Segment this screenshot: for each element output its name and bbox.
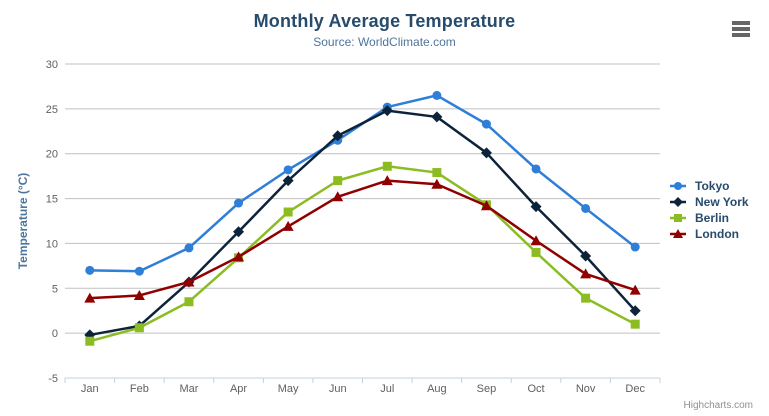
y-axis-label: 30 — [46, 59, 58, 71]
data-point-marker[interactable] — [580, 250, 592, 262]
data-point-marker[interactable] — [282, 175, 294, 187]
y-axis-label: 10 — [46, 238, 58, 250]
series-berlin — [85, 161, 640, 346]
data-point-marker[interactable] — [432, 90, 442, 100]
data-point-marker[interactable] — [333, 176, 343, 186]
x-axis-label: Apr — [230, 383, 247, 395]
data-point-marker[interactable] — [629, 305, 641, 317]
data-point-marker[interactable] — [134, 323, 144, 333]
data-point-marker[interactable] — [531, 164, 541, 174]
data-point-marker[interactable] — [382, 161, 392, 171]
y-axis-label: 0 — [52, 328, 58, 340]
data-point-marker[interactable] — [630, 319, 640, 329]
data-point-marker[interactable] — [85, 336, 95, 346]
data-point-marker[interactable] — [481, 119, 491, 129]
data-point-marker[interactable] — [630, 242, 640, 252]
hamburger-icon — [732, 27, 750, 31]
y-axis-label: -5 — [48, 373, 58, 385]
series-line — [88, 109, 637, 337]
series-line — [88, 179, 637, 300]
legend-item-tokyo[interactable]: Tokyo — [670, 178, 749, 194]
data-point-marker[interactable] — [581, 293, 591, 303]
legend-item-label: Tokyo — [695, 179, 730, 193]
data-point-marker[interactable] — [629, 284, 641, 295]
legend-item-label: New York — [695, 195, 749, 209]
diamond-marker — [673, 197, 683, 207]
data-point-marker[interactable] — [381, 175, 393, 186]
data-point-marker[interactable] — [283, 207, 293, 217]
hamburger-icon — [732, 21, 750, 25]
y-axis-label: 25 — [46, 104, 58, 116]
data-point-marker[interactable] — [184, 297, 194, 307]
data-point-marker[interactable] — [480, 147, 492, 159]
legend-item-berlin[interactable]: Berlin — [670, 210, 749, 226]
y-axis-label: 5 — [52, 283, 58, 295]
x-axis-label: Jun — [329, 383, 347, 395]
legend-item-new-york[interactable]: New York — [670, 194, 749, 210]
data-point-marker[interactable] — [85, 265, 95, 275]
triangle-marker — [673, 229, 683, 238]
series-new-york — [84, 105, 641, 341]
chart-title: Monthly Average Temperature — [253, 11, 516, 31]
x-axis-label: Jan — [81, 383, 99, 395]
y-axis-label: 15 — [46, 194, 58, 206]
data-point-marker[interactable] — [580, 268, 592, 279]
series-line — [88, 165, 637, 343]
triangle-legend-icon — [670, 229, 686, 238]
x-axis-label: Oct — [527, 383, 544, 395]
x-axis-label: Feb — [130, 383, 149, 395]
x-axis-label: Jul — [380, 383, 394, 395]
x-axis-label: Sep — [477, 383, 497, 395]
x-axis-label: Aug — [427, 383, 447, 395]
data-point-marker[interactable] — [283, 165, 293, 175]
square-marker — [674, 214, 682, 222]
x-axis-label: May — [278, 383, 299, 395]
data-point-marker[interactable] — [332, 191, 344, 202]
square-legend-icon — [670, 214, 686, 222]
x-axis-label: Nov — [576, 383, 596, 395]
data-point-marker[interactable] — [332, 130, 344, 142]
y-axis-title: Temperature (°C) — [16, 173, 30, 270]
legend-item-london[interactable]: London — [670, 226, 749, 242]
data-point-marker[interactable] — [234, 198, 244, 208]
series-line — [88, 94, 637, 273]
data-point-marker[interactable] — [282, 220, 294, 231]
data-point-marker[interactable] — [184, 243, 194, 253]
data-point-marker[interactable] — [84, 292, 96, 303]
data-point-marker[interactable] — [581, 203, 591, 213]
x-axis-label: Dec — [625, 383, 645, 395]
circle-marker — [674, 182, 682, 190]
x-axis-label: Mar — [179, 383, 198, 395]
legend-item-label: London — [695, 227, 739, 241]
data-point-marker[interactable] — [183, 276, 195, 287]
data-point-marker[interactable] — [480, 200, 492, 211]
y-axis-label: 20 — [46, 149, 58, 161]
data-point-marker[interactable] — [531, 247, 541, 257]
data-point-marker[interactable] — [431, 178, 443, 189]
credits-link[interactable]: Highcharts.com — [683, 400, 753, 411]
data-point-marker[interactable] — [530, 201, 542, 213]
context-menu-button[interactable] — [732, 21, 750, 37]
series-tokyo — [85, 90, 640, 276]
chart-subtitle: Source: WorldClimate.com — [313, 35, 456, 49]
series-london — [84, 175, 641, 303]
data-point-marker[interactable] — [432, 168, 442, 178]
data-point-marker[interactable] — [134, 266, 144, 276]
diamond-legend-icon — [670, 197, 686, 207]
legend-item-label: Berlin — [695, 211, 730, 225]
circle-legend-icon — [670, 182, 686, 190]
data-point-marker[interactable] — [431, 111, 443, 123]
data-point-marker[interactable] — [530, 235, 542, 246]
legend: Tokyo New York Berlin London — [670, 178, 749, 242]
hamburger-icon — [732, 33, 750, 37]
data-point-marker[interactable] — [233, 251, 245, 262]
data-point-marker[interactable] — [133, 289, 145, 300]
data-point-marker[interactable] — [381, 105, 393, 117]
data-point-marker[interactable] — [233, 226, 245, 238]
